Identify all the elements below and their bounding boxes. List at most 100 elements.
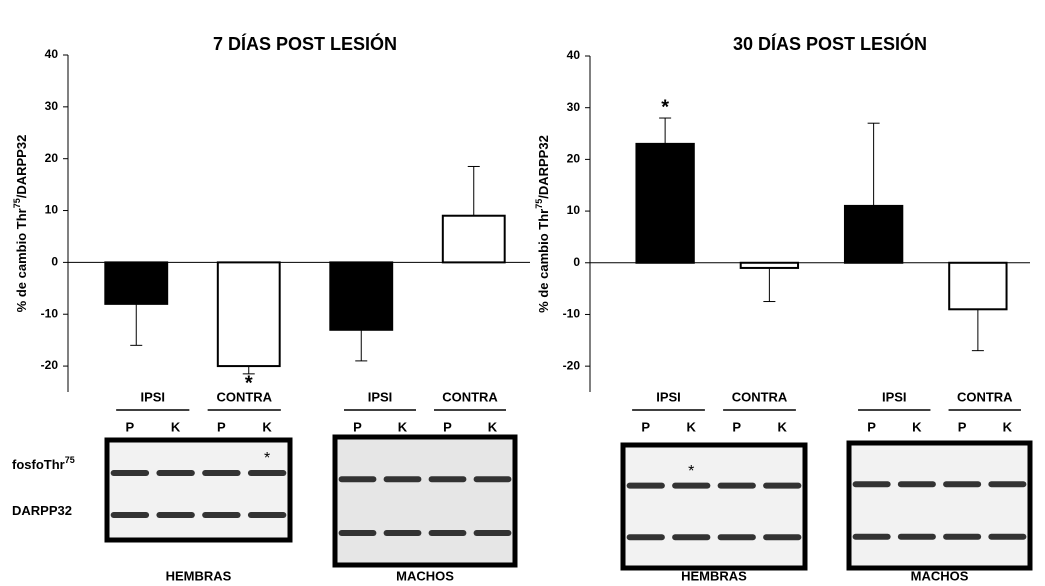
blot-band (626, 482, 665, 489)
y-axis-label-part: 75 (534, 199, 544, 209)
blot-band (672, 534, 711, 541)
y-tick-label: 0 (51, 255, 58, 269)
row-label-part: DARPP32 (12, 503, 72, 518)
blot-band (110, 470, 150, 476)
lane-label: P (641, 419, 650, 434)
blot-band (852, 481, 891, 488)
blot-band (943, 481, 982, 488)
blot-band (473, 476, 512, 483)
y-tick-label: 10 (567, 203, 581, 217)
lane-label: K (778, 419, 788, 434)
blot-band (717, 482, 756, 489)
y-tick-label: 20 (567, 152, 581, 166)
y-tick-label: -20 (563, 358, 581, 372)
y-axis-label-part: /DARPP32 (14, 135, 29, 199)
blot-band (247, 470, 287, 476)
y-tick-label: -20 (41, 358, 59, 372)
blot-mark: * (688, 463, 694, 480)
blot-band (338, 476, 377, 483)
y-tick-label: 20 (45, 151, 59, 165)
blot-band (473, 530, 512, 536)
y-axis-label-part: /DARPP32 (536, 135, 551, 199)
lane-label: P (353, 419, 362, 434)
chart-title: 30 DÍAS POST LESIÓN (733, 33, 927, 54)
blot-band (202, 512, 241, 518)
blot-band (717, 534, 756, 541)
lane-label: P (958, 419, 967, 434)
blot-band (988, 533, 1027, 540)
group-label: CONTRA (442, 389, 498, 404)
blot-band (943, 533, 982, 540)
bar (739, 261, 800, 269)
row-label: fosfoThr75 (12, 455, 75, 472)
group-label: CONTRA (732, 389, 788, 404)
row-label-part: 75 (65, 455, 75, 465)
blot-band (338, 530, 377, 536)
y-tick-label: 0 (573, 255, 580, 269)
y-tick-label: 40 (45, 47, 59, 61)
lane-label: P (732, 419, 741, 434)
y-tick-label: -10 (41, 306, 59, 320)
bar (216, 261, 281, 368)
lane-label: P (443, 419, 452, 434)
blot-group-label: HEMBRAS (681, 568, 747, 583)
lane-label: P (126, 419, 135, 434)
blot-group-label: MACHOS (396, 568, 454, 583)
blot-band (383, 530, 422, 536)
group-label: IPSI (368, 389, 393, 404)
blot-band (428, 476, 467, 483)
blot-image (620, 442, 808, 571)
lane-label: K (687, 419, 697, 434)
bar (329, 261, 394, 331)
row-label-part: fosfoThr (12, 457, 65, 472)
blot-band (383, 476, 422, 483)
blot-band (897, 533, 936, 540)
lane-label: P (217, 419, 226, 434)
y-tick-label: 40 (567, 48, 581, 62)
blot-image (332, 434, 518, 568)
group-label: IPSI (656, 389, 681, 404)
significance-mark: * (245, 372, 253, 394)
blot-group-label: HEMBRAS (166, 568, 232, 583)
y-axis-label-part: 75 (12, 198, 22, 208)
group-label: CONTRA (957, 389, 1013, 404)
blot-band (988, 481, 1027, 488)
blot-band (763, 534, 802, 541)
group-label: CONTRA (216, 389, 272, 404)
bar (843, 204, 904, 264)
y-axis-label-part: % de cambio Thr (14, 208, 29, 312)
blot-group-label: MACHOS (911, 568, 969, 583)
lane-label: K (1003, 419, 1013, 434)
blot-band (672, 482, 711, 489)
blot-band (626, 534, 665, 541)
blot-image (846, 440, 1033, 571)
blot-band (247, 512, 287, 518)
blot-image (104, 437, 293, 543)
bar (441, 214, 506, 264)
bar (104, 261, 169, 305)
chart-title: 7 DÍAS POST LESIÓN (213, 33, 397, 54)
lane-label: K (912, 419, 922, 434)
significance-mark: * (661, 96, 669, 118)
lane-label: K (171, 419, 181, 434)
blot-band (428, 530, 467, 536)
y-tick-label: 10 (45, 203, 59, 217)
lane-label: K (262, 419, 272, 434)
blot-band (897, 481, 936, 488)
y-axis-label: % de cambio Thr75/DARPP32 (534, 135, 551, 313)
lane-label: P (867, 419, 876, 434)
group-label: IPSI (140, 389, 165, 404)
blot-band (156, 470, 195, 476)
blot-band (110, 512, 150, 518)
y-axis-label: % de cambio Thr75/DARPP32 (12, 135, 29, 313)
blot-band (763, 482, 802, 489)
y-tick-label: 30 (567, 100, 581, 114)
row-label: DARPP32 (12, 503, 72, 518)
y-tick-label: 30 (45, 99, 59, 113)
blot-band (852, 533, 891, 540)
group-label: IPSI (882, 389, 907, 404)
blot-band (202, 470, 241, 476)
y-axis-label-part: % de cambio Thr (536, 209, 551, 313)
lane-label: K (398, 419, 408, 434)
